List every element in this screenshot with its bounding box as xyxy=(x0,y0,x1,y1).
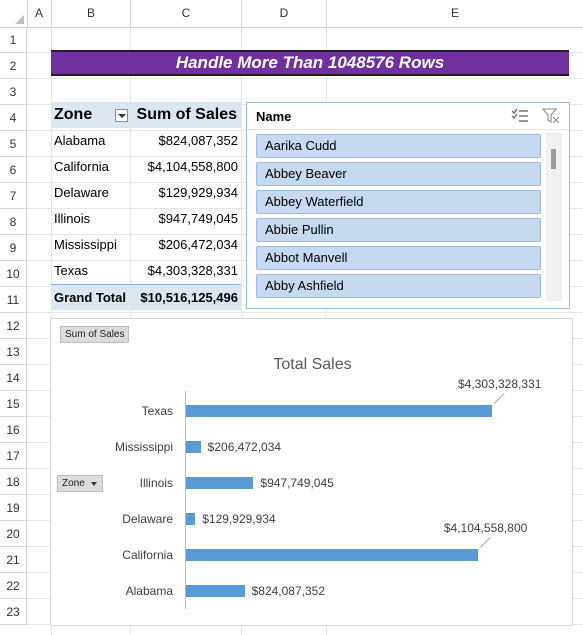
row-header[interactable]: 5 xyxy=(0,131,27,157)
data-label: $206,472,034 xyxy=(207,440,282,454)
row-header[interactable]: 12 xyxy=(0,313,27,339)
pivot-sales-cell: $206,472,034 xyxy=(158,237,238,252)
slicer-item[interactable]: Abbot Manvell xyxy=(256,246,541,270)
slicer-item[interactable]: Abbey Beaver xyxy=(256,162,541,186)
row-header[interactable]: 3 xyxy=(0,79,27,105)
zone-field-label: Zone xyxy=(62,478,85,489)
row-header[interactable]: 23 xyxy=(0,599,27,625)
slicer-divider xyxy=(247,129,569,130)
slicer-scrollbar[interactable] xyxy=(546,133,562,301)
row-header[interactable]: 9 xyxy=(0,235,27,261)
pivot-zone-cell: Texas xyxy=(54,263,88,278)
data-label: $4,104,558,800 xyxy=(443,521,528,535)
row-header[interactable]: 11 xyxy=(0,287,27,313)
row-header[interactable]: 22 xyxy=(0,573,27,599)
slicer-scroll-thumb[interactable] xyxy=(551,149,556,169)
filter-dropdown-icon[interactable] xyxy=(115,109,128,122)
pivot-zone-cell: Alabama xyxy=(54,133,106,148)
data-label: $129,929,934 xyxy=(202,512,276,526)
pivot-sales-cell: $129,929,934 xyxy=(158,185,238,200)
pivot-zone-cell: California xyxy=(54,159,109,174)
pivot-row[interactable]: Delaware $129,929,934 xyxy=(51,180,241,206)
name-slicer[interactable]: Name Aarika Cudd Abbey Beaver Abbey Wate… xyxy=(246,102,570,309)
multi-select-icon[interactable] xyxy=(511,108,529,124)
column-header-e[interactable]: E xyxy=(450,6,459,20)
gridline xyxy=(27,312,583,313)
row-header[interactable]: 20 xyxy=(0,521,27,547)
category-label: Delaware xyxy=(122,512,173,526)
select-all-icon xyxy=(15,15,24,24)
bar[interactable] xyxy=(186,477,254,489)
row-header[interactable]: 2 xyxy=(0,53,27,79)
category-label: Illinois xyxy=(139,476,173,490)
grand-total-value: $10,516,125,496 xyxy=(140,290,238,305)
row-header[interactable]: 13 xyxy=(0,339,27,365)
grand-total-label: Grand Total xyxy=(54,290,126,305)
pivot-row[interactable]: Mississippi $206,472,034 xyxy=(51,232,241,258)
data-label: $824,087,352 xyxy=(251,584,325,598)
row-header[interactable]: 6 xyxy=(0,157,27,183)
sum-of-sales-field-button[interactable]: Sum of Sales xyxy=(60,326,130,343)
pivot-header: Zone Sum of Sales xyxy=(51,102,241,128)
row-header[interactable]: 19 xyxy=(0,495,27,521)
leader-line xyxy=(494,393,505,404)
column-header-d[interactable]: D xyxy=(242,0,327,27)
column-header-c[interactable]: C xyxy=(131,0,242,27)
slicer-item[interactable]: Abbie Pullin xyxy=(256,218,541,242)
pivot-sales-cell: $824,087,352 xyxy=(158,133,238,148)
row-header[interactable]: 1 xyxy=(0,27,27,53)
pivot-chart[interactable]: Sum of Sales Total Sales Zone Texas $4,30… xyxy=(50,318,573,626)
chart-title: Total Sales xyxy=(273,356,352,373)
leader-line xyxy=(479,537,491,548)
row-header[interactable]: 10 xyxy=(0,261,27,287)
pivot-sales-cell: $947,749,045 xyxy=(158,211,238,226)
category-label: Alabama xyxy=(125,584,173,598)
category-label: Texas xyxy=(141,404,173,418)
row-header[interactable]: 16 xyxy=(0,417,27,443)
pivot-zone-header: Zone xyxy=(54,106,93,123)
row-header[interactable]: 4 xyxy=(0,105,27,131)
category-label: Mississippi xyxy=(114,440,173,454)
bar[interactable] xyxy=(186,549,478,561)
pivot-row[interactable]: Alabama $824,087,352 xyxy=(51,128,241,154)
select-all-corner[interactable] xyxy=(0,0,28,27)
gridline xyxy=(27,78,583,79)
pivot-zone-cell: Illinois xyxy=(54,211,91,226)
category-axis-line xyxy=(185,391,186,609)
bar[interactable] xyxy=(186,513,196,525)
slicer-item[interactable]: Aarika Cudd xyxy=(256,134,541,158)
pivot-grand-total-row[interactable]: Grand Total $10,516,125,496 xyxy=(51,284,241,310)
zone-field-button[interactable]: Zone xyxy=(57,475,103,492)
pivot-zone-cell: Mississippi xyxy=(54,237,117,252)
row-header[interactable]: 7 xyxy=(0,183,27,209)
row-header[interactable]: 8 xyxy=(0,209,27,235)
row-header[interactable]: 18 xyxy=(0,469,27,495)
bar[interactable] xyxy=(186,405,492,417)
row-header[interactable]: 15 xyxy=(0,391,27,417)
pivot-sales-cell: $4,104,558,800 xyxy=(147,159,238,174)
column-header-row: A B C D E xyxy=(0,0,583,28)
pivot-sales-cell: $4,303,328,331 xyxy=(147,263,238,278)
bar[interactable] xyxy=(186,441,201,453)
row-header[interactable]: 17 xyxy=(0,443,27,469)
chevron-down-icon xyxy=(91,482,97,486)
page-title-banner: Handle More Than 1048576 Rows xyxy=(51,50,569,76)
column-header-a[interactable]: A xyxy=(27,0,52,27)
bar[interactable] xyxy=(186,585,245,597)
pivot-row[interactable]: California $4,104,558,800 xyxy=(51,154,241,180)
slicer-item[interactable]: Abby Ashfield xyxy=(256,274,541,298)
pivot-sales-header: Sum of Sales xyxy=(136,106,237,123)
column-header-b[interactable]: B xyxy=(52,0,131,27)
clear-filter-icon[interactable] xyxy=(542,107,560,125)
row-header[interactable]: 21 xyxy=(0,547,27,573)
slicer-title: Name xyxy=(256,109,292,124)
data-label: $947,749,045 xyxy=(260,476,334,490)
pivot-row[interactable]: Illinois $947,749,045 xyxy=(51,206,241,232)
category-label: California xyxy=(122,548,173,562)
data-label: $4,303,328,331 xyxy=(458,377,542,391)
row-header[interactable]: 14 xyxy=(0,365,27,391)
pivot-row[interactable]: Texas $4,303,328,331 xyxy=(51,258,241,284)
pivot-zone-cell: Delaware xyxy=(54,185,109,200)
slicer-item[interactable]: Abbey Waterfield xyxy=(256,190,541,214)
